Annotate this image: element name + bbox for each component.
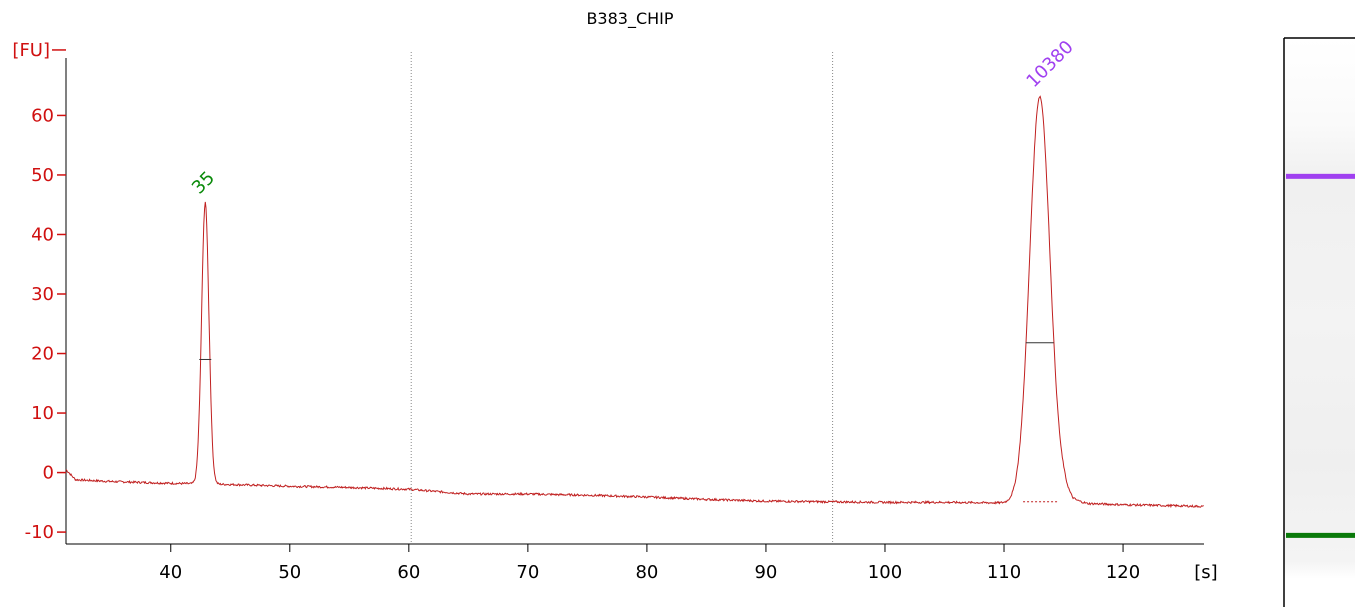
peak-label-10380: 10380 [1022, 37, 1077, 92]
x-tick-label: 80 [635, 562, 658, 583]
x-tick-label: 60 [397, 562, 420, 583]
signal-trace [65, 95, 1204, 509]
gel-band-1 [1286, 532, 1355, 538]
x-axis-unit: [s] [1194, 562, 1217, 583]
axes: -10 0 10 20 30 40 50 60 [FU] 40 50 60 70 80 90 100 110 12… [12, 40, 1217, 583]
y-tick-label: -10 [25, 522, 54, 543]
y-tick-label: 60 [31, 105, 54, 126]
chart-title: B383_CHIP [586, 9, 673, 29]
y-tick-label: 20 [31, 344, 54, 365]
x-tick-label: 50 [278, 562, 301, 583]
y-tick-label: 30 [31, 284, 54, 305]
x-tick-label: 90 [754, 562, 777, 583]
x-tick-label: 40 [159, 562, 182, 583]
gel-lane [1283, 37, 1355, 607]
y-tick-label: 10 [31, 403, 54, 424]
x-tick-label: 70 [516, 562, 539, 583]
grid-lines [410, 52, 834, 544]
peak-labels: 35 10380 [188, 37, 1078, 199]
peak-label-35: 35 [188, 167, 219, 198]
gel-lane-body [1284, 38, 1355, 607]
x-tick-label: 120 [1106, 562, 1140, 583]
y-tick-label: 50 [31, 165, 54, 186]
y-tick-label: 0 [43, 463, 54, 484]
x-tick-label: 110 [987, 562, 1021, 583]
trace [65, 95, 1204, 509]
x-tick-label: 100 [868, 562, 902, 583]
gel-band-0 [1286, 173, 1355, 179]
y-axis-unit: [FU] [12, 40, 50, 61]
y-tick-label: 40 [31, 224, 54, 245]
